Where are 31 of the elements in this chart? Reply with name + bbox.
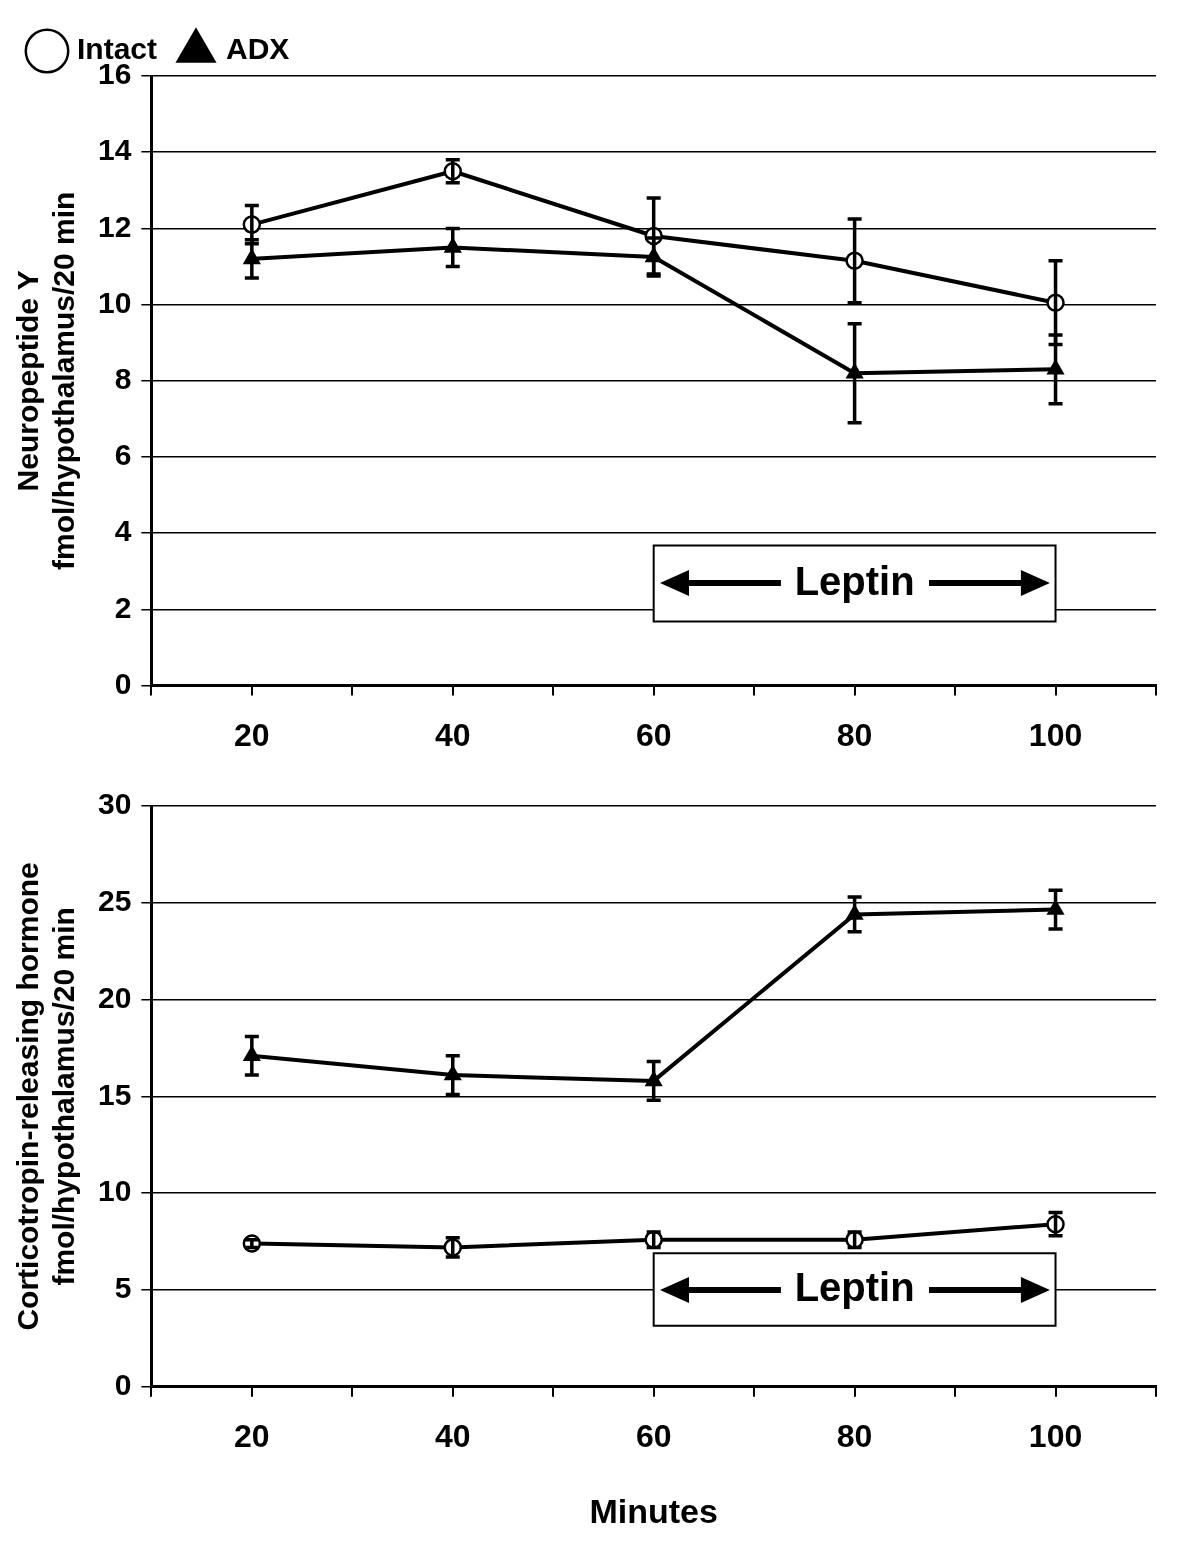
y-tick-label: 0 (114, 1368, 132, 1402)
y-tick-label: 10 (97, 1174, 132, 1208)
y-axis-title: Neuropeptide Y fmol/hypothalamus/20 min (11, 191, 81, 570)
y-tick-label: 5 (114, 1271, 132, 1305)
x-tick-label: 80 (836, 1417, 873, 1454)
y-tick-label: 2 (114, 590, 132, 624)
y-tick-label: 15 (97, 1077, 132, 1111)
y-axis-title: Corticotropin-releasing hormone fmol/hypothalamus/20 min (11, 862, 81, 1331)
x-tick-label: 60 (635, 716, 672, 753)
y-tick-label: 14 (97, 133, 132, 167)
x-tick-label: 20 (234, 716, 270, 753)
y-tick-label: 8 (114, 362, 132, 396)
y-tick-label: 6 (114, 438, 132, 472)
y-tick-label: 0 (114, 666, 132, 700)
y-tick-label: 12 (97, 209, 132, 243)
y-tick-label: 20 (97, 980, 132, 1014)
y-tick-label: 25 (97, 884, 132, 918)
x-tick-label: 20 (234, 1417, 270, 1454)
x-tick-label: 40 (434, 1417, 471, 1454)
x-tick-label: 60 (635, 1417, 672, 1454)
y-tick-label: 30 (97, 787, 132, 821)
y-tick-label: 10 (97, 285, 132, 319)
x-axis-title: Minutes (589, 1491, 718, 1530)
x-tick-label: 100 (1028, 1417, 1083, 1454)
y-tick-label: 4 (114, 514, 132, 548)
x-tick-label: 100 (1028, 716, 1083, 753)
x-tick-label: 40 (434, 716, 471, 753)
x-tick-label: 80 (836, 716, 873, 753)
band-label: Leptin (794, 1264, 915, 1309)
legend-label: ADX (226, 32, 290, 66)
band-label: Leptin (794, 558, 915, 603)
